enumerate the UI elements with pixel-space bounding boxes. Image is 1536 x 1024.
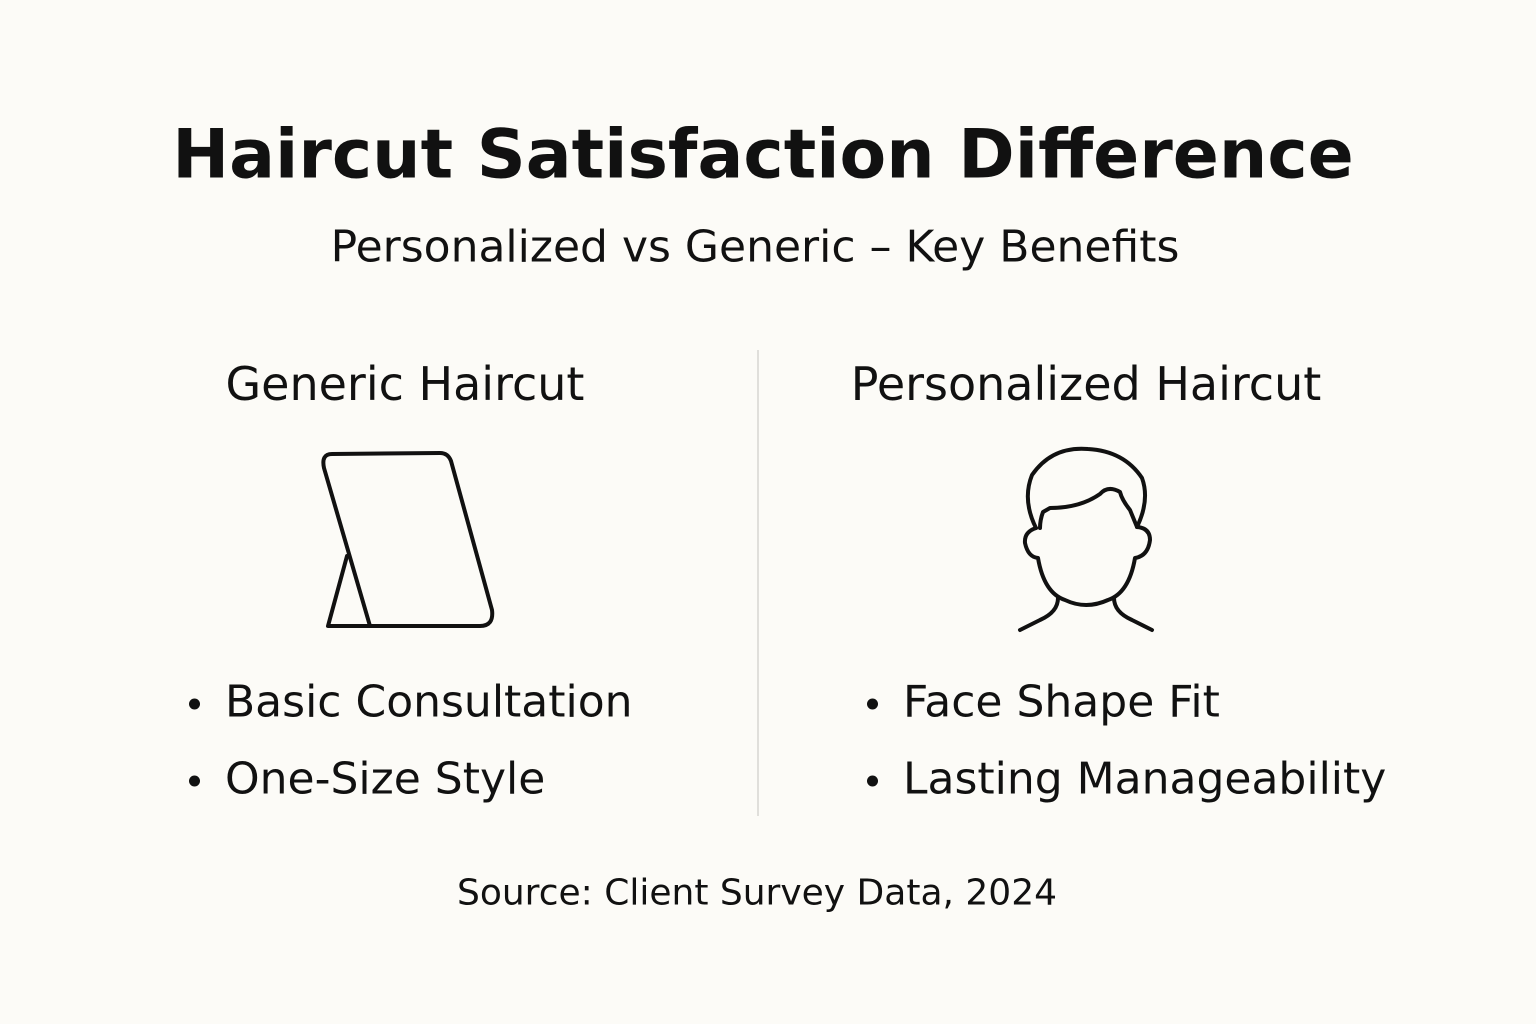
title: Haircut Satisfaction Difference bbox=[172, 115, 1354, 195]
bullet-item: Basic Consultation bbox=[189, 676, 633, 728]
bullet-item: Lasting Manageability bbox=[866, 753, 1387, 805]
column-heading: Personalized Haircut bbox=[850, 357, 1322, 411]
column-heading: Generic Haircut bbox=[225, 357, 585, 411]
bullet-item: Face Shape Fit bbox=[867, 676, 1220, 728]
divider bbox=[757, 350, 759, 816]
subtitle: Personalized vs Generic – Key Benefits bbox=[330, 221, 1180, 273]
mirror-icon bbox=[321, 451, 495, 628]
face-icon bbox=[1018, 446, 1154, 632]
bullet-item: One-Size Style bbox=[188, 753, 546, 805]
source-note: Source: Client Survey Data, 2024 bbox=[456, 872, 1058, 914]
